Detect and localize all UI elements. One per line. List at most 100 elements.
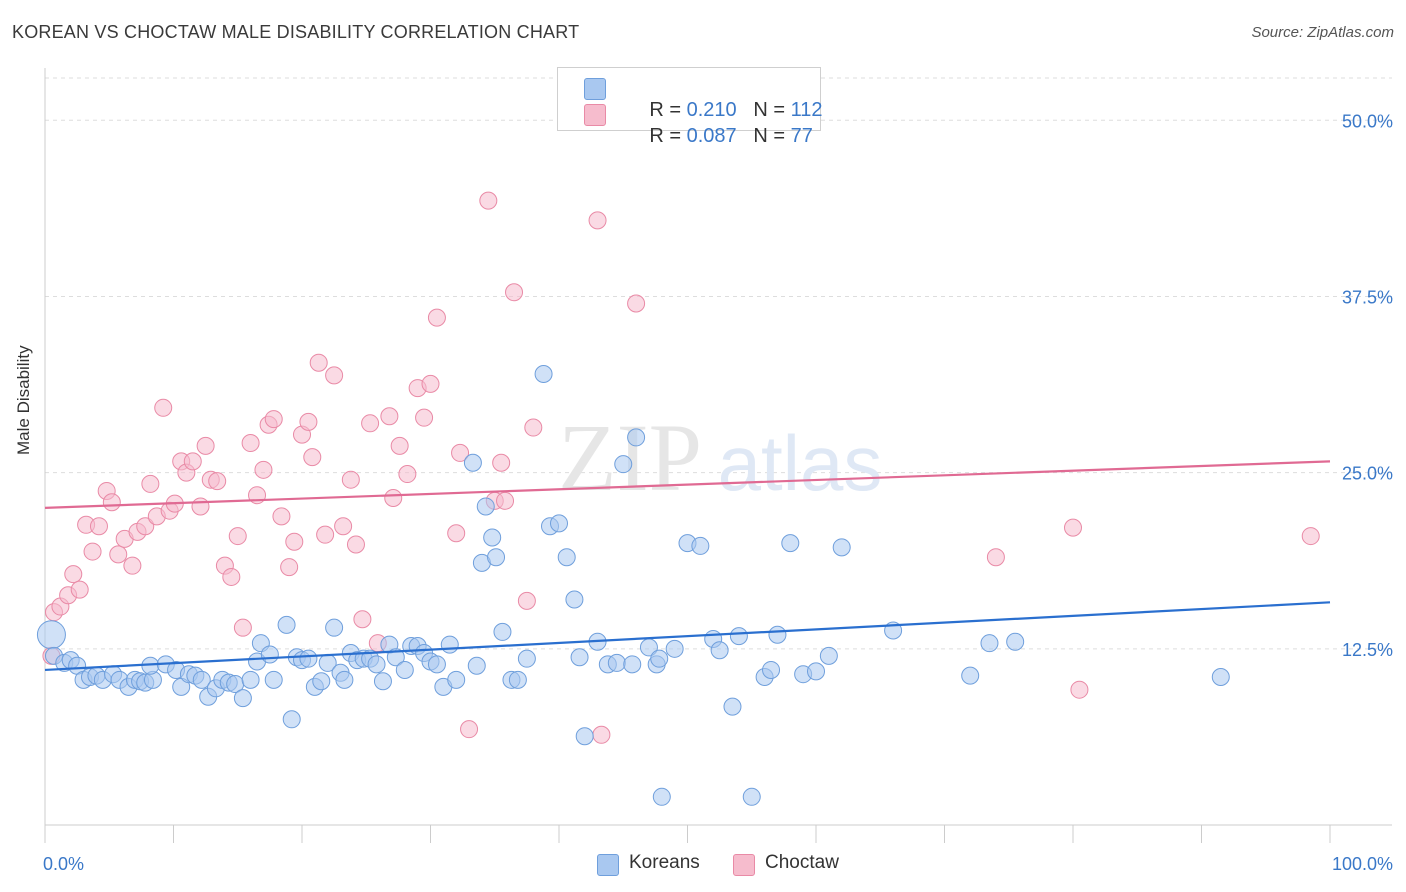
korean-n-label: N = [753, 99, 791, 121]
korean-point [483, 528, 502, 547]
choctaw-point [102, 493, 121, 512]
choctaw-point [1301, 527, 1320, 546]
korean-point [467, 656, 486, 675]
y-tick-label: 25.0% [1342, 464, 1393, 484]
korean-point [729, 627, 748, 646]
korean-point [312, 672, 331, 691]
chart-title: KOREAN VS CHOCTAW MALE DISABILITY CORREL… [12, 22, 580, 42]
choctaw-point [64, 565, 83, 584]
choctaw-point [154, 398, 173, 417]
choctaw-point [70, 580, 89, 599]
korean-r-value: 0.210 [686, 99, 737, 121]
korean-point [570, 648, 589, 667]
choctaw-swatch [584, 104, 606, 126]
y-axis-label: Male Disability [14, 345, 33, 455]
choctaw-point [89, 517, 108, 536]
choctaw-point [136, 517, 155, 536]
trend-lines [44, 460, 1331, 672]
korean-point [476, 497, 495, 516]
choctaw-point [183, 452, 202, 471]
choctaw-point [479, 191, 498, 210]
korean-points [36, 364, 1230, 806]
korean-point [607, 653, 626, 672]
legend-row-korean: R = 0.210 N = 112 [584, 76, 822, 121]
y-tick-label: 37.5% [1342, 287, 1393, 307]
korean-point [550, 514, 568, 533]
koreans-swatch [597, 854, 619, 876]
korean-point [325, 618, 344, 637]
korean-point [832, 538, 851, 557]
choctaw-point [196, 436, 215, 455]
korean-point [980, 634, 999, 653]
korean-point [650, 649, 669, 668]
tick-labels: 12.5% 25.0% 37.5% 50.0% 0.0% 100.0% [43, 111, 1393, 874]
choctaw-point [460, 720, 479, 739]
korean-point [395, 660, 414, 679]
korean-point [691, 536, 710, 555]
korean-point [241, 670, 260, 689]
korean-point [614, 455, 633, 474]
x-tick-label: 100.0% [1332, 854, 1393, 874]
choctaw-point [353, 610, 372, 629]
korean-point [373, 672, 392, 691]
choctaw-point [316, 525, 335, 544]
choctaw-point [264, 410, 283, 429]
korean-point [367, 655, 386, 674]
source-credit: Source: ZipAtlas.com [1251, 24, 1394, 41]
korean-point [487, 548, 506, 567]
choctaw-point [447, 524, 466, 543]
korean-point [463, 453, 482, 472]
choctaw-point [325, 366, 344, 385]
choctaw-point [505, 283, 524, 302]
choctaw-point [427, 308, 446, 327]
choctaw-point [191, 497, 210, 516]
korean-point [282, 710, 301, 729]
korean-point [557, 548, 576, 567]
choctaw-point [141, 474, 160, 493]
choctaw-point [592, 725, 611, 744]
choctaw-point [303, 448, 322, 467]
korean-point [1211, 668, 1230, 687]
korean-point [665, 639, 684, 658]
choctaw-r-value: 0.087 [686, 125, 737, 147]
choctaw-n-label: N = [753, 125, 791, 147]
korean-point [299, 649, 318, 668]
korean-point [493, 622, 512, 641]
koreans-label: Koreans [629, 852, 700, 873]
choctaw-point [986, 548, 1005, 567]
choctaw-point [361, 414, 380, 433]
choctaw-point [222, 567, 241, 586]
choctaw-point [1070, 680, 1089, 699]
choctaw-point [421, 374, 440, 393]
legend-row-choctaw: R = 0.087 N = 77 [584, 102, 813, 147]
korean-point [1006, 632, 1025, 651]
korean-point [386, 648, 405, 667]
y-tick-label: 50.0% [1342, 111, 1393, 131]
choctaw-point [341, 470, 360, 489]
choctaw-point [299, 412, 318, 431]
choctaw-point [588, 211, 607, 230]
korean-point [762, 660, 781, 679]
watermark: ZIP atlas [558, 404, 882, 511]
correlation-legend: R = 0.210 N = 112 R = 0.087 N = 77 [557, 67, 822, 147]
choctaw-point [233, 618, 252, 637]
choctaw-label: Choctaw [765, 852, 839, 873]
choctaw-point [346, 535, 365, 554]
korean-point [768, 625, 787, 644]
choctaw-point [1064, 518, 1082, 537]
korean-point [277, 615, 296, 634]
korean-point [264, 670, 283, 689]
axes [44, 68, 1392, 843]
korean-point [260, 645, 279, 664]
choctaw-point [208, 472, 227, 491]
choctaw-r-label: R = [649, 125, 687, 147]
korean-point [627, 428, 646, 447]
choctaw-point [627, 294, 646, 313]
y-tick-label: 12.5% [1342, 640, 1393, 660]
korean-point [335, 670, 354, 689]
korean-point [534, 364, 553, 383]
choctaw-point [398, 465, 417, 484]
korean-r-label: R = [649, 99, 687, 121]
korean-point [427, 655, 446, 674]
